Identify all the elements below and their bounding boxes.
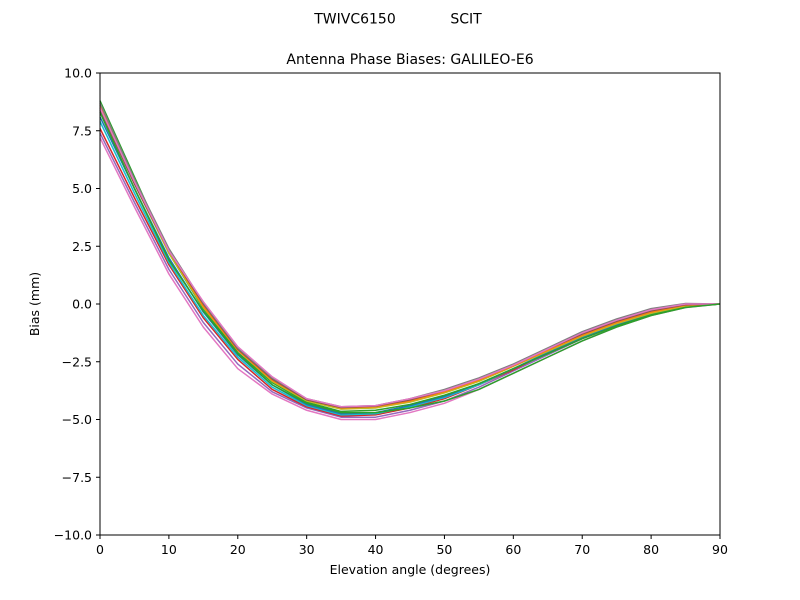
series-line-12 [99,111,721,414]
y-tick-label: 2.5 [72,239,92,254]
series-line-5 [99,116,721,415]
series-line-2 [99,132,721,418]
y-axis-label: Bias (mm) [27,272,42,336]
series-line-6 [99,100,721,413]
y-axis-ticks: −10.0 −7.5 −5.0 −2.5 0.0 2.5 5.0 7.5 10.0 [54,66,100,543]
x-axis-ticks: 0 10 20 30 40 50 60 70 80 90 [96,535,728,557]
plot-lines [99,100,721,421]
series-line-10 [99,102,721,408]
y-tick-label: 10.0 [64,66,92,81]
series-line-7 [99,107,721,410]
x-axis-label: Elevation angle (degrees) [330,562,491,577]
x-tick-label: 80 [643,542,659,557]
y-tick-label: 5.0 [72,181,92,196]
series-line-8 [99,105,721,409]
y-tick-label: −7.5 [62,470,92,485]
series-line-3 [99,128,721,417]
y-tick-label: −10.0 [54,528,92,543]
x-tick-label: 90 [712,542,728,557]
suptitle-station: TWIVC6150 [313,12,396,28]
y-tick-label: −5.0 [62,412,92,427]
x-tick-label: 40 [368,542,384,557]
y-tick-label: 7.5 [72,123,92,138]
series-line-4 [99,121,721,416]
chart-title: Antenna Phase Biases: GALILEO-E6 [286,52,533,68]
y-tick-label: 0.0 [72,297,92,312]
x-tick-label: 10 [161,542,177,557]
x-tick-label: 20 [230,542,246,557]
x-tick-label: 0 [96,542,104,557]
x-tick-label: 60 [505,542,521,557]
y-tick-label: −2.5 [62,354,92,369]
series-line-1 [99,137,721,421]
x-tick-label: 30 [299,542,315,557]
series-line-11 [99,107,720,408]
x-tick-label: 70 [574,542,590,557]
x-tick-label: 50 [436,542,452,557]
plot-frame [99,72,721,536]
suptitle-institution: SCIT [450,12,482,28]
series-line-9 [99,109,721,409]
